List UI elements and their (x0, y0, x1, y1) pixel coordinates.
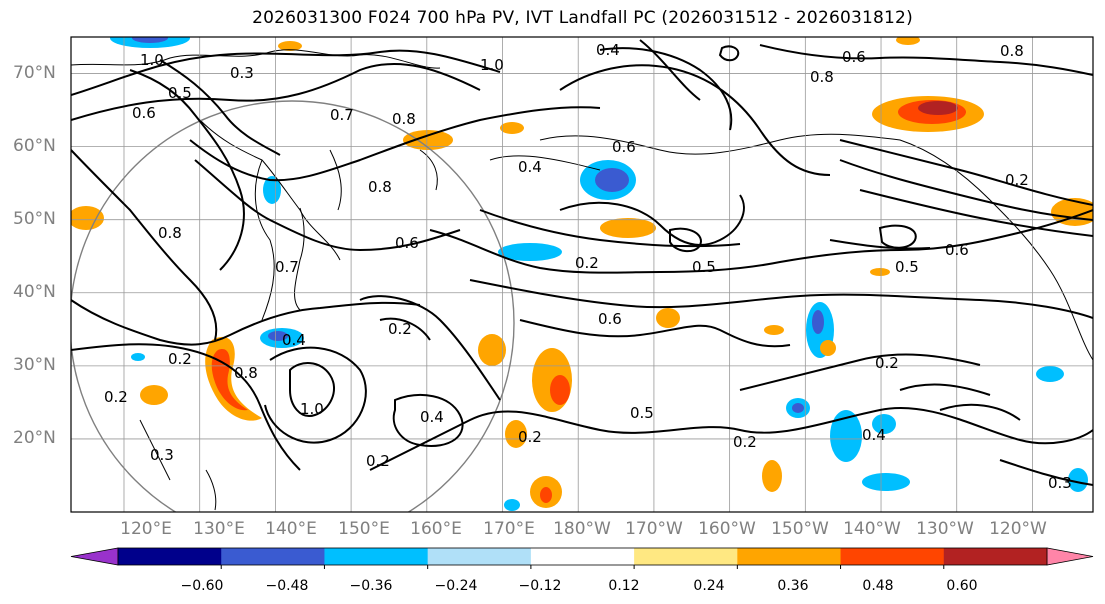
contour-label: 0.4 (282, 331, 306, 349)
contour-label: 0.2 (875, 354, 899, 372)
latitude-labels: 70°N 60°N 50°N 40°N 30°N 20°N (13, 63, 56, 448)
colorbar-tick: 0.48 (862, 578, 893, 594)
lon-label: 180°W (553, 519, 611, 539)
lon-label: 150°W (771, 519, 829, 539)
contour-label: 0.6 (612, 138, 636, 156)
contour-label: 0.6 (945, 241, 969, 259)
lon-label: 170°E (483, 519, 535, 539)
contour-label: 0.3 (1048, 474, 1072, 492)
colorbar-tick: 0.36 (777, 578, 808, 594)
map-frame (70, 36, 1094, 513)
contour-label: 0.3 (150, 446, 174, 464)
colorbar-segment (118, 548, 222, 565)
lat-label: 30°N (13, 355, 56, 375)
contour-label: 0.4 (420, 408, 444, 426)
lon-label: 150°E (338, 519, 390, 539)
contour-label: 0.2 (104, 388, 128, 406)
lat-label: 60°N (13, 136, 56, 156)
contour-label: 0.8 (368, 178, 392, 196)
contour-label: 0.2 (1005, 171, 1029, 189)
contour-label: 0.6 (395, 234, 419, 252)
lon-label: 130°W (916, 519, 974, 539)
colorbar-tick: −0.48 (266, 578, 309, 594)
contour-label: 0.5 (895, 258, 919, 276)
contour-label: 1.0 (480, 56, 504, 74)
contour-label: 1.0 (300, 400, 324, 418)
colorbar (70, 547, 1094, 569)
contour-label: 0.8 (234, 364, 258, 382)
colorbar-extend-high (1046, 547, 1094, 566)
colorbar-segment (840, 548, 945, 565)
contour-label: 0.2 (388, 320, 412, 338)
colorbar-extend-low (70, 547, 119, 566)
contour-label: 0.4 (596, 41, 620, 59)
contour-label: 0.7 (275, 258, 299, 276)
colorbar-tick: −0.60 (181, 578, 224, 594)
colorbar-segment (221, 548, 325, 565)
contour-label: 0.8 (158, 224, 182, 242)
colorbar-segment (737, 548, 842, 565)
range-circle (71, 100, 515, 512)
colorbar-tick: −0.24 (435, 578, 478, 594)
contour-label: 0.6 (598, 310, 622, 328)
lat-label: 50°N (13, 209, 56, 229)
colorbar-tick: 0.60 (946, 578, 977, 594)
contour-label: 0.8 (810, 68, 834, 86)
contour-label: 0.2 (366, 452, 390, 470)
lon-label: 170°W (625, 519, 683, 539)
colorbar-frame (117, 547, 1048, 566)
colorbar-segment (634, 548, 738, 565)
contour-label: 0.8 (392, 110, 416, 128)
lat-label: 40°N (13, 282, 56, 302)
lon-label: 160°W (698, 519, 756, 539)
colorbar-tick: −0.36 (350, 578, 393, 594)
contour-label: 1.0 (140, 51, 164, 69)
contour-label: 0.2 (168, 350, 192, 368)
coastline-layer (71, 49, 1093, 511)
lon-label: 160°E (410, 519, 462, 539)
map-title: 2026031300 F024 700 hPa PV, IVT Landfall… (252, 8, 913, 28)
colorbar-segment (943, 548, 1048, 565)
contour-label: 0.4 (862, 426, 886, 444)
contour-label: 0.2 (575, 254, 599, 272)
contour-label: 0.5 (692, 258, 716, 276)
colorbar-tick: 0.12 (608, 578, 639, 594)
contour-label: 0.8 (1000, 42, 1024, 60)
contour-label: 0.7 (330, 106, 354, 124)
colorbar-tick: 0.24 (693, 578, 724, 594)
colorbar-segment (324, 548, 429, 565)
colorbar-tick: −0.12 (519, 578, 562, 594)
contour-label: 0.6 (132, 104, 156, 122)
contour-lines (71, 39, 1093, 486)
lon-label: 140°E (265, 519, 317, 539)
lon-label: 120°W (989, 519, 1047, 539)
lon-label: 140°W (843, 519, 901, 539)
contour-label: 0.3 (230, 64, 254, 82)
lon-label: 120°E (120, 519, 172, 539)
lon-label: 130°E (193, 519, 245, 539)
colorbar-segment (530, 548, 635, 565)
contour-label-layer: 1.0 0.3 0.5 0.6 0.7 0.8 0.8 0.4 0.6 1.0 … (104, 41, 1072, 492)
colorbar-tick-labels: −0.60 −0.48 −0.36 −0.24 −0.12 0.12 0.24 … (181, 578, 978, 594)
contour-label: 0.6 (842, 48, 866, 66)
colorbar-segment (427, 548, 532, 565)
contour-label: 0.2 (733, 433, 757, 451)
contour-label: 0.2 (518, 428, 542, 446)
contour-label: 0.4 (518, 158, 542, 176)
contour-label: 0.5 (630, 404, 654, 422)
lat-label: 20°N (13, 428, 56, 448)
longitude-labels: 120°E 130°E 140°E 150°E 160°E 170°E 180°… (120, 519, 1047, 539)
lat-label: 70°N (13, 63, 56, 83)
contour-label: 0.5 (168, 84, 192, 102)
shaded-anomaly-layer (71, 37, 1093, 511)
